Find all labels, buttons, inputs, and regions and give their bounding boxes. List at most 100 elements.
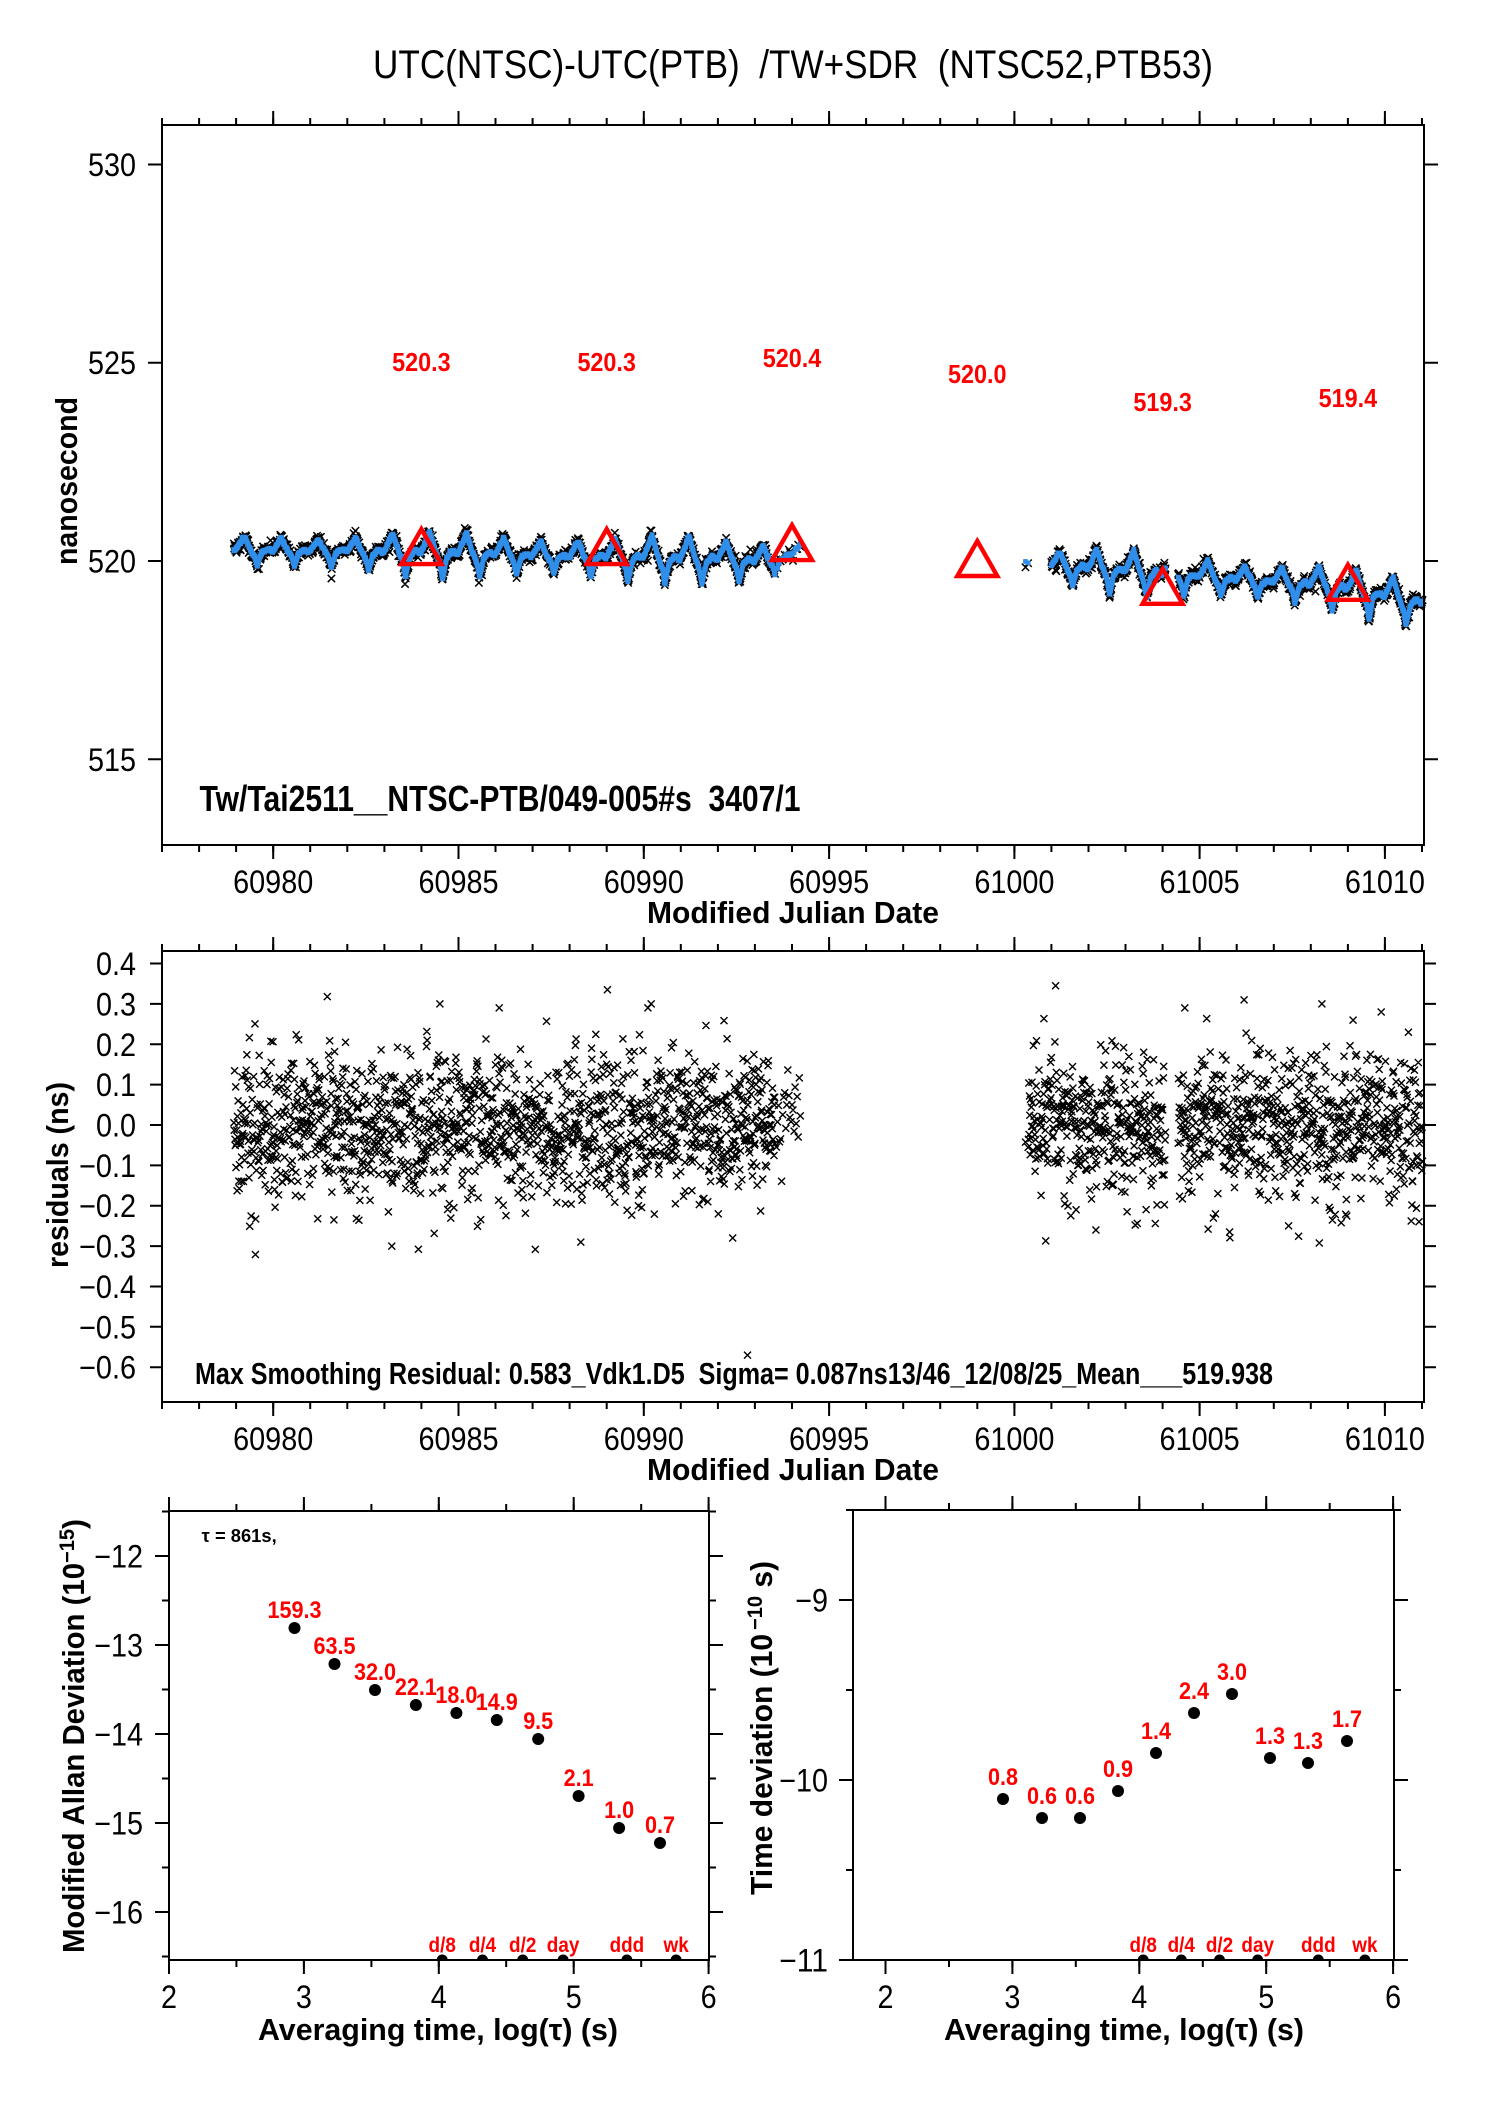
svg-text:−15: −15 xyxy=(94,1806,143,1842)
svg-text:d/4: d/4 xyxy=(469,1934,497,1957)
svg-text:14.9: 14.9 xyxy=(476,1689,518,1716)
svg-text:d/8: d/8 xyxy=(429,1934,457,1957)
svg-text:1.3: 1.3 xyxy=(1293,1728,1323,1755)
svg-text:−0.3: −0.3 xyxy=(79,1229,136,1265)
svg-text:day: day xyxy=(1241,1934,1274,1957)
svg-text:τ = 861s,: τ = 861s, xyxy=(202,1526,277,1546)
svg-text:2: 2 xyxy=(878,1979,894,2015)
svg-text:−0.5: −0.5 xyxy=(79,1309,136,1345)
svg-text:60985: 60985 xyxy=(418,1421,498,1457)
svg-text:Tw/Tai2511__NTSC-PTB/049-005#s: Tw/Tai2511__NTSC-PTB/049-005#s 3407/1 xyxy=(200,778,801,819)
svg-text:−16: −16 xyxy=(94,1895,143,1931)
svg-text:61010: 61010 xyxy=(1345,864,1425,900)
svg-text:0.6: 0.6 xyxy=(1027,1783,1057,1810)
svg-text:UTC(NTSC)-UTC(PTB) /TW+SDR (: UTC(NTSC)-UTC(PTB) /TW+SDR (NTSC52,PTB53… xyxy=(373,43,1213,87)
svg-text:−0.6: −0.6 xyxy=(79,1350,136,1386)
svg-text:61000: 61000 xyxy=(974,1421,1054,1457)
svg-text:2.1: 2.1 xyxy=(564,1765,594,1792)
svg-text:520.0: 520.0 xyxy=(948,359,1007,389)
svg-text:0.4: 0.4 xyxy=(96,946,136,982)
svg-text:1.4: 1.4 xyxy=(1141,1718,1172,1745)
svg-text:61005: 61005 xyxy=(1160,1421,1240,1457)
svg-text:1.3: 1.3 xyxy=(1255,1723,1285,1750)
svg-text:61010: 61010 xyxy=(1345,1421,1425,1457)
svg-text:−15: −15 xyxy=(56,1529,79,1563)
svg-text:Averaging time, log(τ) (s): Averaging time, log(τ) (s) xyxy=(258,2012,618,2047)
svg-text:6: 6 xyxy=(1385,1979,1401,2015)
svg-text:day: day xyxy=(547,1934,580,1957)
svg-text:63.5: 63.5 xyxy=(314,1633,356,1660)
svg-text:−10: −10 xyxy=(744,1596,767,1630)
svg-text:−0.1: −0.1 xyxy=(79,1148,136,1184)
svg-text:−0.4: −0.4 xyxy=(79,1269,136,1305)
svg-text:519.3: 519.3 xyxy=(1133,387,1192,417)
svg-text:0.3: 0.3 xyxy=(96,986,136,1022)
svg-text:Modified Julian Date: Modified Julian Date xyxy=(647,1452,939,1487)
svg-text:4: 4 xyxy=(431,1979,447,2015)
svg-text:32.0: 32.0 xyxy=(354,1659,396,1686)
svg-text:60990: 60990 xyxy=(604,1421,684,1457)
svg-text:519.4: 519.4 xyxy=(1319,383,1378,413)
svg-text:Averaging time, log(τ) (s): Averaging time, log(τ) (s) xyxy=(944,2012,1304,2047)
svg-text:60995: 60995 xyxy=(789,1421,869,1457)
svg-text:61000: 61000 xyxy=(974,864,1054,900)
svg-text:d/2: d/2 xyxy=(1206,1934,1233,1957)
svg-text:3: 3 xyxy=(296,1979,312,2015)
svg-text:Modified Julian Date: Modified Julian Date xyxy=(647,895,939,930)
svg-text:525: 525 xyxy=(88,345,136,381)
svg-text:0.2: 0.2 xyxy=(96,1027,136,1063)
svg-text:d/2: d/2 xyxy=(509,1934,536,1957)
svg-text:520.3: 520.3 xyxy=(392,347,451,377)
svg-text:60995: 60995 xyxy=(789,864,869,900)
svg-text:nanosecond: nanosecond xyxy=(49,397,84,565)
svg-text:0.7: 0.7 xyxy=(645,1812,675,1839)
svg-text:−0.2: −0.2 xyxy=(79,1188,136,1224)
svg-text:Time deviation (10: Time deviation (10 xyxy=(744,1634,779,1895)
svg-text:0.9: 0.9 xyxy=(1103,1756,1133,1783)
svg-text:0.6: 0.6 xyxy=(1065,1783,1095,1810)
svg-text:−11: −11 xyxy=(779,1943,828,1979)
svg-text:159.3: 159.3 xyxy=(268,1597,322,1624)
svg-text:−12: −12 xyxy=(94,1539,143,1575)
svg-text:6: 6 xyxy=(701,1979,717,2015)
svg-text:5: 5 xyxy=(566,1979,582,2015)
svg-text:0.8: 0.8 xyxy=(988,1764,1018,1791)
svg-text:18.0: 18.0 xyxy=(435,1682,477,1709)
svg-text:520: 520 xyxy=(88,544,136,580)
svg-text:520.4: 520.4 xyxy=(763,343,822,373)
svg-text:d/4: d/4 xyxy=(1168,1934,1196,1957)
svg-text:530: 530 xyxy=(88,147,136,183)
svg-text:wk: wk xyxy=(663,1934,689,1957)
svg-text:515: 515 xyxy=(88,742,136,778)
svg-text:−10: −10 xyxy=(779,1763,828,1799)
svg-text:ddd: ddd xyxy=(1301,1934,1336,1957)
svg-text:Max Smoothing Residual: 0.583_: Max Smoothing Residual: 0.583_Vdk1.D5 Si… xyxy=(195,1356,1273,1391)
svg-text:2: 2 xyxy=(161,1979,177,2015)
svg-text:61005: 61005 xyxy=(1160,864,1240,900)
svg-text:9.5: 9.5 xyxy=(523,1708,553,1735)
svg-text:s): s) xyxy=(744,1561,779,1596)
svg-text:wk: wk xyxy=(1351,1934,1377,1957)
svg-text:): ) xyxy=(56,1519,91,1529)
svg-text:1.0: 1.0 xyxy=(604,1797,634,1824)
svg-text:60990: 60990 xyxy=(604,864,684,900)
svg-text:60980: 60980 xyxy=(233,1421,313,1457)
svg-text:4: 4 xyxy=(1131,1979,1147,2015)
svg-text:ddd: ddd xyxy=(610,1934,645,1957)
svg-text:−13: −13 xyxy=(94,1628,143,1664)
svg-text:−9: −9 xyxy=(795,1583,828,1619)
svg-text:1.7: 1.7 xyxy=(1332,1706,1362,1733)
svg-text:3: 3 xyxy=(1004,1979,1020,2015)
svg-text:−14: −14 xyxy=(94,1717,143,1753)
svg-text:520.3: 520.3 xyxy=(577,347,636,377)
svg-text:0.0: 0.0 xyxy=(96,1108,136,1144)
svg-text:60985: 60985 xyxy=(418,864,498,900)
svg-text:22.1: 22.1 xyxy=(395,1674,437,1701)
svg-text:3.0: 3.0 xyxy=(1217,1659,1247,1686)
svg-text:residuals (ns): residuals (ns) xyxy=(40,1082,75,1268)
svg-text:60980: 60980 xyxy=(233,864,313,900)
svg-text:2.4: 2.4 xyxy=(1179,1678,1210,1705)
svg-text:Modified Allan Deviation (10: Modified Allan Deviation (10 xyxy=(56,1563,91,1953)
svg-text:5: 5 xyxy=(1258,1979,1274,2015)
svg-text:d/8: d/8 xyxy=(1130,1934,1158,1957)
